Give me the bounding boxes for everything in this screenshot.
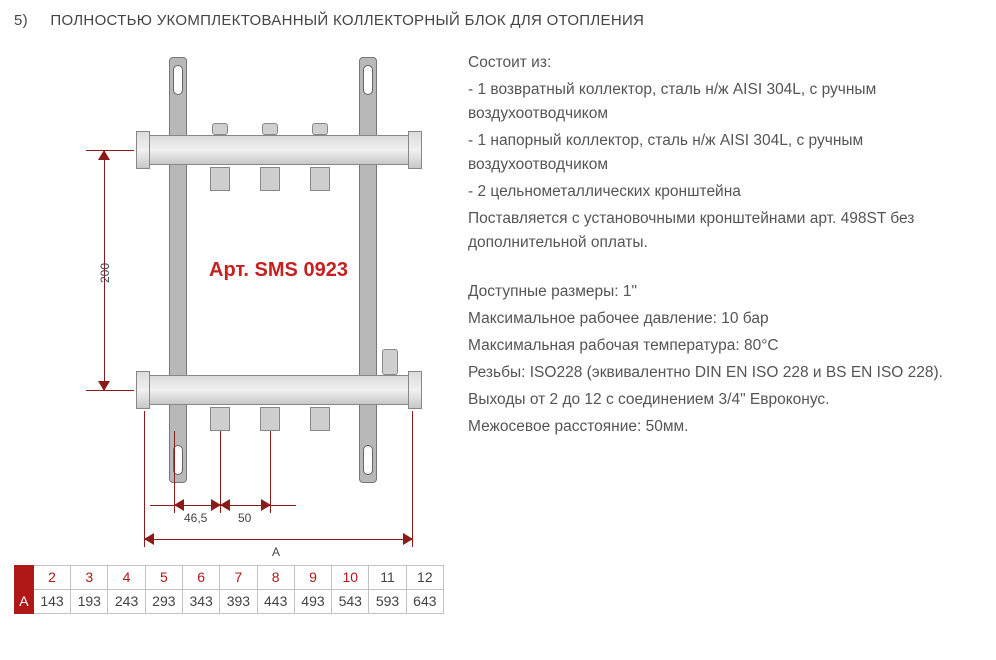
dim-A: A xyxy=(272,543,280,561)
table-col-3: 3 xyxy=(71,565,108,589)
table-col-10: 10 xyxy=(332,565,369,589)
desc-spec: Резьбы: ISO228 (эквивалентно DIN EN ISO … xyxy=(468,361,982,385)
heading-number: 5) xyxy=(14,12,28,29)
desc-item: Поставляется с установочными кронштейнам… xyxy=(468,207,982,255)
desc-item: - 1 напорный коллектор, сталь н/ж AISI 3… xyxy=(468,129,982,177)
dim-46-5: 46,5 xyxy=(184,509,207,527)
table-val: 243 xyxy=(108,589,145,613)
dim-200: 200 xyxy=(96,262,114,282)
table-col-11: 11 xyxy=(369,565,406,589)
desc-spec: Выходы от 2 до 12 с соединением 3/4" Евр… xyxy=(468,388,982,412)
table-col-12: 12 xyxy=(406,565,443,589)
desc-intro: Состоит из: xyxy=(468,51,982,75)
desc-spec: Межосевое расстояние: 50мм. xyxy=(468,415,982,439)
table-corner xyxy=(15,565,34,589)
table-val: 443 xyxy=(257,589,294,613)
sizes-table: 2 3 4 5 6 7 8 9 10 11 12 A 143 193 243 2… xyxy=(14,565,444,614)
desc-spec: Доступные размеры: 1" xyxy=(468,280,982,304)
table-val: 343 xyxy=(183,589,220,613)
table-val: 543 xyxy=(332,589,369,613)
table-col-7: 7 xyxy=(220,565,257,589)
table-val: 293 xyxy=(145,589,182,613)
heading-title: ПОЛНОСТЬЮ УКОМПЛЕКТОВАННЫЙ КОЛЛЕКТОРНЫЙ … xyxy=(50,12,644,29)
table-col-5: 5 xyxy=(145,565,182,589)
table-col-6: 6 xyxy=(183,565,220,589)
desc-item: - 2 цельнометаллических кронштейна xyxy=(468,180,982,204)
table-row-label: A xyxy=(15,589,34,613)
section-heading: 5) ПОЛНОСТЬЮ УКОМПЛЕКТОВАННЫЙ КОЛЛЕКТОРН… xyxy=(14,10,982,33)
table-val: 593 xyxy=(369,589,406,613)
desc-spec: Максимальное рабочее давление: 10 бар xyxy=(468,307,982,331)
table-row: A 143 193 243 293 343 393 443 493 543 59… xyxy=(15,589,444,613)
table-col-4: 4 xyxy=(108,565,145,589)
description-column: Состоит из: - 1 возвратный коллектор, ст… xyxy=(468,51,982,614)
technical-drawing: Арт. SMS 0923 200 A 46,5 5 xyxy=(14,51,444,551)
table-val: 143 xyxy=(33,589,70,613)
table-col-8: 8 xyxy=(257,565,294,589)
article-label: Арт. SMS 0923 xyxy=(209,255,348,285)
table-val: 393 xyxy=(220,589,257,613)
table-col-2: 2 xyxy=(33,565,70,589)
desc-spec: Максимальная рабочая температура: 80°С xyxy=(468,334,982,358)
table-val: 643 xyxy=(406,589,443,613)
desc-item: - 1 возвратный коллектор, сталь н/ж AISI… xyxy=(468,78,982,126)
table-val: 493 xyxy=(294,589,331,613)
table-col-9: 9 xyxy=(294,565,331,589)
diagram-column: Арт. SMS 0923 200 A 46,5 5 xyxy=(14,51,444,614)
table-val: 193 xyxy=(71,589,108,613)
dim-50: 50 xyxy=(238,509,251,527)
table-header-row: 2 3 4 5 6 7 8 9 10 11 12 xyxy=(15,565,444,589)
